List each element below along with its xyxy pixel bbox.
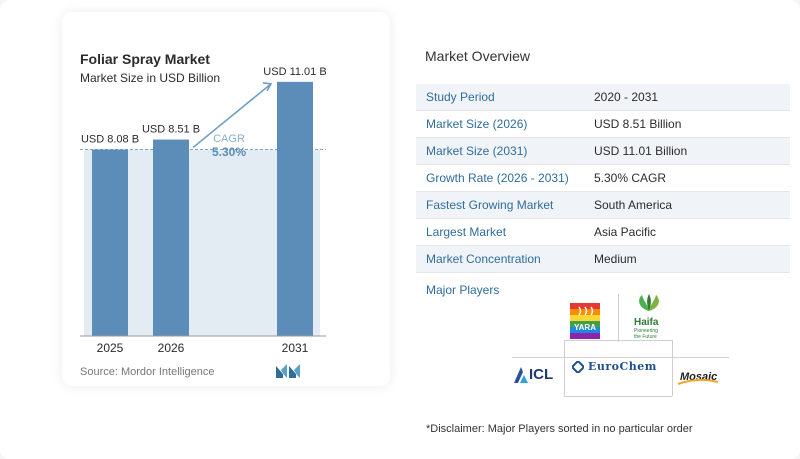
overview-row-value: Medium <box>594 252 637 266</box>
bar <box>153 139 189 336</box>
overview-row-label: Largest Market <box>426 225 507 239</box>
haifa-tagline-2: the Future <box>634 334 657 340</box>
cagr-label: CAGR <box>213 133 245 145</box>
haifa-logo-text: Haifa <box>634 317 659 328</box>
overview-row-value: South America <box>594 198 673 212</box>
chart-title: Foliar Spray Market <box>80 51 210 67</box>
overview-row: Growth Rate (2026 - 2031) 5.30% CAGR <box>416 165 790 192</box>
data-label: USD 8.51 B <box>142 124 200 136</box>
yara-logo-icon <box>570 303 600 339</box>
overview-row-label: Growth Rate (2026 - 2031) <box>426 171 569 185</box>
disclaimer-text: *Disclaimer: Major Players sorted in no … <box>426 423 693 435</box>
overview-row-value: USD 11.01 Billion <box>594 144 688 158</box>
overview-row-label: Market Concentration <box>426 252 541 266</box>
overview-row-value: USD 8.51 Billion <box>594 117 682 131</box>
overview-row-label: Study Period <box>426 90 495 104</box>
haifa-leaf-icon <box>639 294 659 311</box>
cagr-arrowhead <box>262 82 273 92</box>
logo-divider <box>618 294 619 342</box>
eurochem-mark-icon <box>572 361 584 373</box>
logo-divider <box>672 340 673 396</box>
data-label: USD 8.08 B <box>81 133 139 145</box>
mosaic-swoosh-icon <box>678 379 718 385</box>
mordor-logo-icon <box>276 364 300 378</box>
tick-label: 2026 <box>158 341 185 355</box>
bar <box>92 149 128 336</box>
overview-row: Market Size (2026) USD 8.51 Billion <box>416 111 790 138</box>
icl-mark-icon <box>514 367 528 383</box>
cagr-arrow-icon <box>192 83 272 149</box>
overview-row: Study Period 2020 - 2031 <box>416 84 790 111</box>
yara-logo: YARA <box>570 303 600 344</box>
overview-row-label: Market Size (2026) <box>426 117 528 131</box>
overview-title: Market Overview <box>425 48 531 64</box>
overview-row-value: 5.30% CAGR <box>594 171 667 185</box>
overview-row-label: Market Size (2031) <box>426 144 528 158</box>
logo-divider <box>564 340 672 341</box>
tick-label: 2031 <box>282 341 309 355</box>
cagr-value: 5.30% <box>212 145 246 159</box>
logo-divider <box>564 340 565 396</box>
mosaic-logo: Mosaic <box>678 367 718 385</box>
overview-row: Market Size (2031) USD 11.01 Billion <box>416 138 790 165</box>
overview-row-label: Fastest Growing Market <box>426 198 554 212</box>
icl-logo-text: ICL <box>529 366 554 383</box>
overview-row-value: Asia Pacific <box>594 225 657 239</box>
overview-row: Market Concentration Medium <box>416 246 790 273</box>
yara-logo-text: YARA <box>574 323 596 332</box>
bar <box>277 81 313 336</box>
logo-divider <box>564 396 672 397</box>
logo-divider <box>512 357 729 358</box>
overview-row-value: 2020 - 2031 <box>594 90 659 104</box>
source-text: Source: Mordor Intelligence <box>80 366 215 378</box>
chart-subtitle: Market Size in USD Billion <box>80 71 221 85</box>
tick-label: 2025 <box>97 341 124 355</box>
overview-row: Largest Market Asia Pacific <box>416 219 790 246</box>
overview-row: Fastest Growing Market South America <box>416 192 790 219</box>
haifa-tagline-1: Pioneering <box>634 328 658 334</box>
eurochem-logo-text: EuroChem <box>588 360 657 373</box>
haifa-logo: Haifa Pioneering the Future <box>634 294 668 340</box>
players-title: Major Players <box>426 283 500 297</box>
data-label: USD 11.01 B <box>263 66 326 78</box>
